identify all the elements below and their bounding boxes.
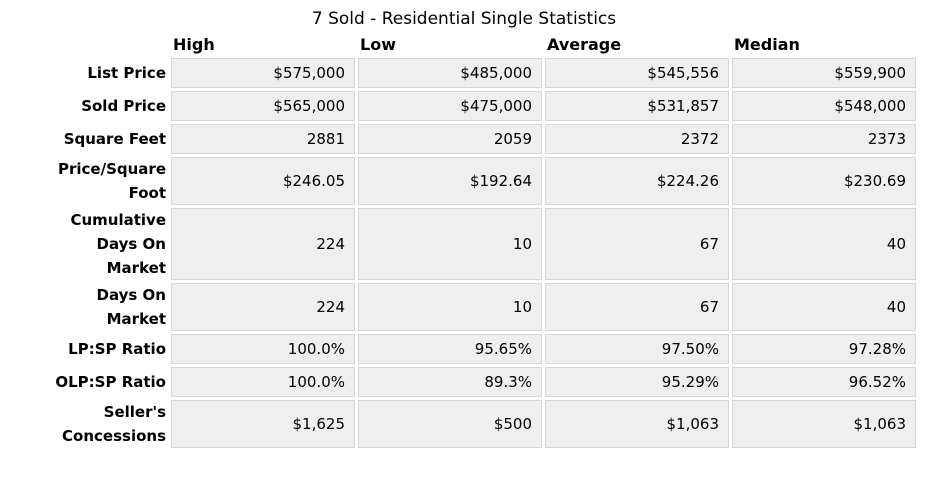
- stat-value: 10: [358, 283, 542, 331]
- column-header-median: Median: [734, 35, 800, 54]
- stat-value: $575,000: [171, 58, 355, 88]
- stat-value: 100.0%: [171, 367, 355, 397]
- stat-row-price-per-square-foot: Price/Square Foot $246.05 $192.64 $224.2…: [5, 157, 916, 205]
- row-label: Price/Square Foot: [58, 160, 166, 202]
- stat-value: 40: [732, 208, 916, 280]
- stat-row-cumulative-days-on-market: Cumulative Days On Market 224 10 67 40: [5, 208, 916, 280]
- stat-value: $475,000: [358, 91, 542, 121]
- stat-value: 96.52%: [732, 367, 916, 397]
- stat-value: 95.65%: [358, 334, 542, 364]
- row-label: Days On Market: [96, 286, 166, 328]
- row-label: Sold Price: [81, 97, 166, 115]
- stat-value: $500: [358, 400, 542, 448]
- stat-value: 2373: [732, 124, 916, 154]
- stat-row-lp-sp-ratio: LP:SP Ratio 100.0% 95.65% 97.50% 97.28%: [5, 334, 916, 364]
- stat-value: $246.05: [171, 157, 355, 205]
- stat-value: $545,556: [545, 58, 729, 88]
- stat-value: $1,063: [545, 400, 729, 448]
- stat-value: $192.64: [358, 157, 542, 205]
- row-label: Square Feet: [63, 130, 166, 148]
- stat-value: $548,000: [732, 91, 916, 121]
- row-label: Cumulative Days On Market: [70, 211, 166, 277]
- stat-value: $1,063: [732, 400, 916, 448]
- stat-value: $485,000: [358, 58, 542, 88]
- stat-value: 67: [545, 283, 729, 331]
- stat-row-sold-price: Sold Price $565,000 $475,000 $531,857 $5…: [5, 91, 916, 121]
- stat-value: 2881: [171, 124, 355, 154]
- stat-value: 89.3%: [358, 367, 542, 397]
- stat-value: $1,625: [171, 400, 355, 448]
- column-header-average: Average: [547, 35, 622, 54]
- stat-value: 224: [171, 283, 355, 331]
- stat-value: 224: [171, 208, 355, 280]
- row-label: List Price: [87, 64, 166, 82]
- stat-value: 67: [545, 208, 729, 280]
- row-label: Seller's Concessions: [62, 403, 166, 445]
- stat-row-days-on-market: Days On Market 224 10 67 40: [5, 283, 916, 331]
- stat-row-square-feet: Square Feet 2881 2059 2372 2373: [5, 124, 916, 154]
- stat-value: $565,000: [171, 91, 355, 121]
- stat-value: 10: [358, 208, 542, 280]
- stat-row-list-price: List Price $575,000 $485,000 $545,556 $5…: [5, 58, 916, 88]
- stat-value: $224.26: [545, 157, 729, 205]
- stat-value: $230.69: [732, 157, 916, 205]
- report-title: 7 Sold - Residential Single Statistics: [311, 9, 617, 29]
- stat-value: 97.50%: [545, 334, 729, 364]
- corner-spacer: [5, 35, 168, 55]
- column-header-high: High: [173, 35, 215, 54]
- column-header-low: Low: [360, 35, 396, 54]
- header-row: High Low Average Median: [5, 35, 916, 55]
- stat-value: 40: [732, 283, 916, 331]
- stat-value: $559,900: [732, 58, 916, 88]
- row-label: LP:SP Ratio: [68, 340, 166, 358]
- statistics-table: High Low Average Median List Price $575,…: [2, 32, 919, 451]
- stat-value: 97.28%: [732, 334, 916, 364]
- stat-value: 100.0%: [171, 334, 355, 364]
- stat-value: $531,857: [545, 91, 729, 121]
- stat-value: 2372: [545, 124, 729, 154]
- stat-row-sellers-concessions: Seller's Concessions $1,625 $500 $1,063 …: [5, 400, 916, 448]
- stat-row-olp-sp-ratio: OLP:SP Ratio 100.0% 89.3% 95.29% 96.52%: [5, 367, 916, 397]
- row-label: OLP:SP Ratio: [55, 373, 166, 391]
- stat-value: 2059: [358, 124, 542, 154]
- stat-value: 95.29%: [545, 367, 729, 397]
